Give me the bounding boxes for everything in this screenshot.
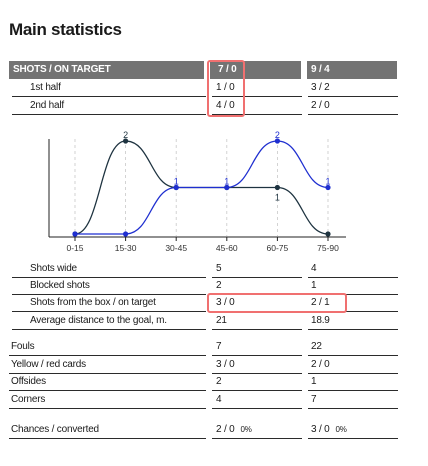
row-underline: [212, 355, 302, 356]
row-label: Corners: [11, 394, 46, 405]
data-point: [325, 184, 331, 191]
data-label: 1: [174, 177, 179, 187]
row-team2: 1: [311, 376, 317, 387]
data-label: 1: [325, 177, 330, 187]
x-tick-label: 15-30: [115, 243, 137, 253]
row-underline: [212, 277, 302, 278]
row-team1: 3 / 0: [216, 359, 235, 370]
row-underline: [308, 373, 398, 374]
row-label: 1st half: [30, 82, 61, 93]
highlight-box: [207, 293, 347, 313]
row-underline: [12, 114, 206, 115]
row-label: Offsides: [11, 376, 46, 387]
row-underline: [9, 408, 206, 409]
row-team1: 2: [216, 280, 222, 291]
row-underline: [308, 294, 398, 295]
row-underline: [12, 96, 206, 97]
row-team2: 3 / 0 0%: [311, 423, 347, 437]
x-tick-label: 0-15: [66, 243, 83, 253]
row-underline: [308, 277, 398, 278]
row-underline: [12, 311, 206, 312]
row-label: 2nd half: [30, 100, 64, 111]
row-underline: [212, 408, 302, 409]
row-underline: [212, 438, 302, 439]
data-label: 1: [275, 193, 280, 203]
shots-header-label: SHOTS / ON TARGET: [9, 61, 204, 79]
x-tick-label: 75-90: [317, 243, 339, 253]
row-team2: 7: [311, 394, 317, 405]
shots-header-team2: 9 / 4: [307, 61, 397, 79]
row-label: Yellow / red cards: [11, 359, 86, 370]
row-team1: 4: [216, 394, 222, 405]
row-underline: [308, 311, 398, 312]
row-underline: [212, 390, 302, 391]
row-underline: [212, 373, 302, 374]
series-line: [75, 140, 329, 235]
chances-team1-percent: 0%: [240, 425, 252, 434]
data-point: [274, 184, 280, 191]
page-title: Main statistics: [9, 20, 122, 39]
row-underline: [9, 438, 206, 439]
chances-team2-value: 3 / 0: [311, 424, 330, 435]
row-underline: [308, 355, 398, 356]
data-label: 2: [123, 130, 128, 140]
row-team1: 1 / 0: [216, 82, 235, 93]
chances-team2-percent: 0%: [335, 425, 347, 434]
row-label: Fouls: [11, 341, 35, 352]
data-point: [123, 231, 129, 237]
row-underline: [308, 408, 398, 409]
x-tick-label: 45-60: [216, 243, 238, 253]
row-underline: [212, 114, 302, 115]
row-underline: [212, 329, 302, 330]
data-point: [123, 138, 129, 144]
row-underline: [308, 390, 398, 391]
data-point: [325, 231, 331, 237]
row-underline: [308, 96, 398, 97]
row-team2: 4: [311, 263, 317, 274]
row-team1: 2 / 0 0%: [216, 423, 252, 437]
data-point: [224, 184, 230, 191]
x-tick-label: 30-45: [165, 243, 187, 253]
row-team2: 2 / 0: [311, 100, 330, 111]
data-point: [72, 231, 78, 237]
row-underline: [212, 96, 302, 97]
row-team1: 4 / 0: [216, 100, 235, 111]
row-team2: 22: [311, 341, 322, 352]
row-underline: [9, 390, 206, 391]
row-label: Shots wide: [30, 263, 77, 274]
x-tick-label: 60-75: [267, 243, 289, 253]
data-point: [274, 138, 280, 144]
chances-team1-value: 2 / 0: [216, 424, 235, 435]
row-underline: [308, 329, 398, 330]
data-label: 1: [224, 177, 229, 187]
data-label: 2: [275, 130, 280, 140]
row-team1: 5: [216, 263, 222, 274]
row-team2: 2 / 0: [311, 359, 330, 370]
row-team1: 2: [216, 376, 222, 387]
row-team2: 2 / 1: [311, 297, 330, 308]
row-label: Chances / converted: [11, 424, 99, 435]
row-underline: [9, 373, 206, 374]
row-team2: 1: [311, 280, 317, 291]
row-underline: [12, 294, 206, 295]
row-underline: [9, 355, 206, 356]
row-underline: [12, 329, 206, 330]
row-label: Average distance to the goal, m.: [30, 315, 167, 326]
row-underline: [308, 114, 398, 115]
row-label: Shots from the box / on target: [30, 297, 156, 308]
row-team1: 3 / 0: [216, 297, 235, 308]
row-team1: 21: [216, 315, 227, 326]
shots-header-team1: 7 / 0: [210, 61, 301, 79]
row-label: Blocked shots: [30, 280, 90, 291]
data-point: [173, 184, 179, 191]
row-underline: [12, 277, 206, 278]
row-team2: 3 / 2: [311, 82, 330, 93]
highlight-box: [207, 60, 245, 117]
row-team1: 7: [216, 341, 222, 352]
row-team2: 18.9: [311, 315, 330, 326]
row-underline: [308, 438, 398, 439]
